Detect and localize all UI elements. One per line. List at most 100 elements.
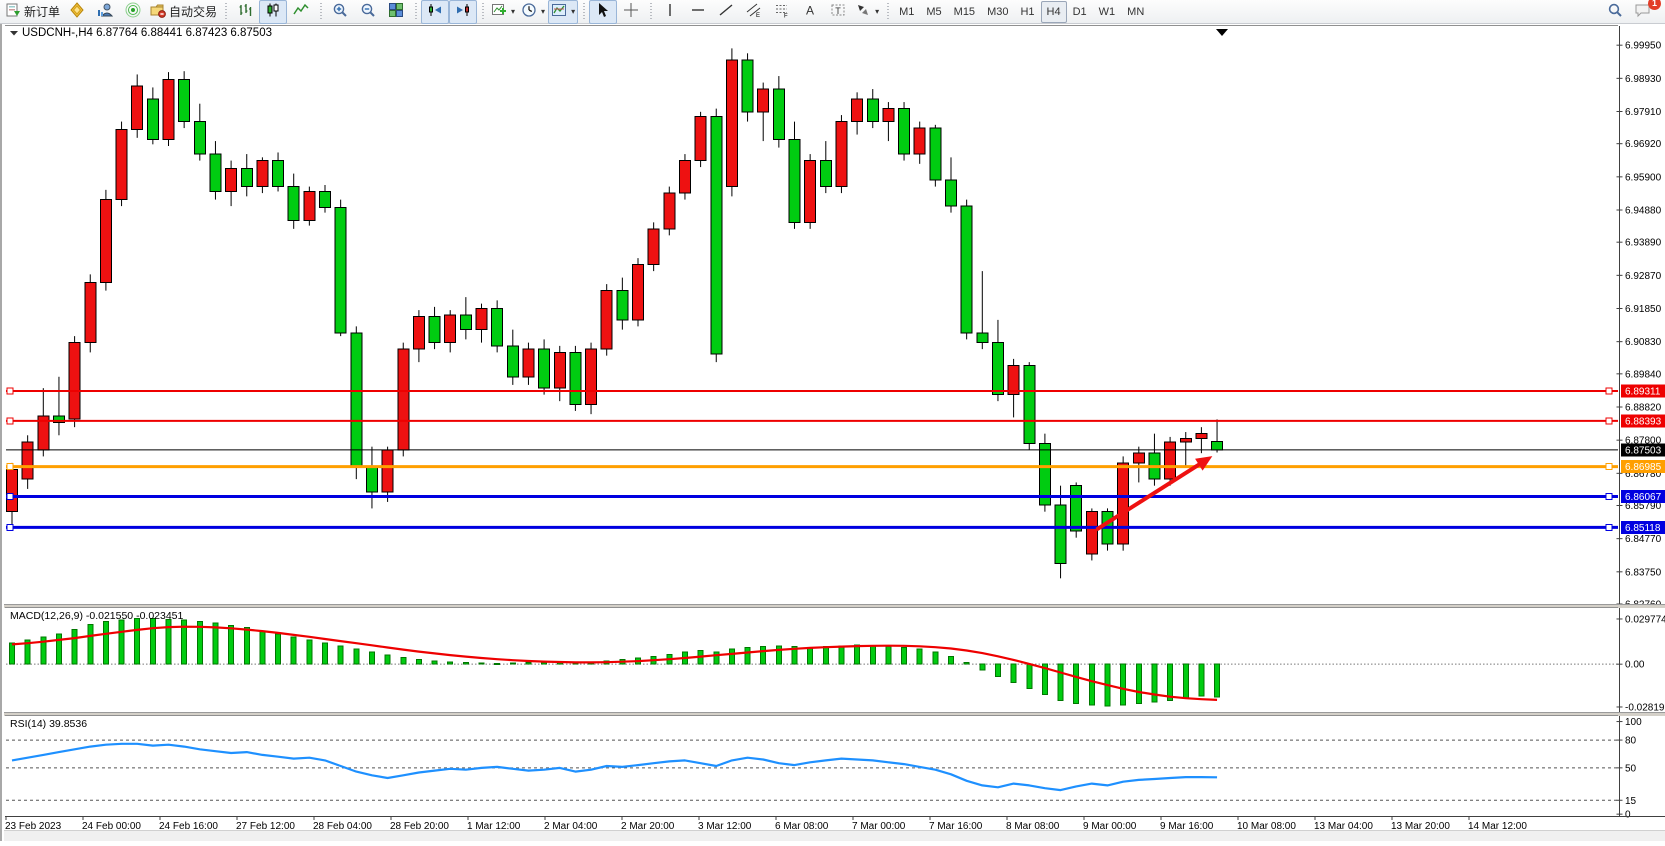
svg-text:6.86780: 6.86780 <box>1625 469 1662 480</box>
channel-tool-button[interactable]: E <box>740 0 768 24</box>
timeframe-d1-button[interactable]: D1 <box>1072 5 1087 18</box>
new-order-button[interactable]: 新订单 <box>2 0 63 24</box>
search-icon <box>1607 2 1623 21</box>
signal-button[interactable] <box>119 0 147 24</box>
new-chart-button[interactable]: ▾ <box>488 0 518 24</box>
candle <box>1195 427 1208 454</box>
candle <box>1038 433 1051 512</box>
horizontal-line-object[interactable] <box>6 492 1618 500</box>
candle <box>835 115 848 194</box>
svg-text:6.94880: 6.94880 <box>1625 205 1662 216</box>
candle <box>68 336 81 428</box>
candle <box>694 111 707 168</box>
candle <box>491 300 504 353</box>
candle <box>412 310 425 363</box>
candle <box>397 342 410 457</box>
line-chart-mode-button[interactable] <box>287 0 315 24</box>
horizontal-line-object[interactable] <box>6 523 1618 531</box>
candle <box>428 306 441 350</box>
svg-text:6.86067: 6.86067 <box>1625 492 1662 503</box>
svg-text:6.85118: 6.85118 <box>1625 523 1661 534</box>
timeframe-m5-button[interactable]: M5 <box>926 5 942 18</box>
svg-text:6.83750: 6.83750 <box>1625 567 1662 578</box>
horizontal-line-object[interactable] <box>6 387 1618 395</box>
arrows-tool-button[interactable]: ▾ <box>852 0 882 24</box>
candle <box>851 92 864 135</box>
dropdown-caret-icon: ▾ <box>511 7 516 16</box>
text-tool-button[interactable]: A <box>796 0 824 24</box>
timeframe-h4-button[interactable]: H4 <box>1040 0 1067 23</box>
candle <box>647 222 660 272</box>
macd-signal-line <box>11 625 1218 701</box>
timeframe-m15-button[interactable]: M15 <box>953 5 976 18</box>
sonar-icon <box>125 2 141 21</box>
new-order-label: 新订单 <box>24 5 61 19</box>
candle <box>913 121 926 164</box>
candle <box>84 274 97 353</box>
search-button[interactable] <box>1601 0 1629 24</box>
fibonacci-icon: F <box>774 2 790 21</box>
gold-seal-button[interactable] <box>63 0 91 24</box>
cursor-tool-button[interactable] <box>589 0 618 24</box>
zoom-out-button[interactable] <box>354 0 382 24</box>
svg-text:A: A <box>806 4 814 18</box>
chart-arrange-left-button[interactable] <box>421 0 450 24</box>
toolbar-grip <box>412 2 420 21</box>
timeframe-m1-button[interactable]: M1 <box>899 5 915 18</box>
zoom-in-button[interactable] <box>326 0 354 24</box>
candle <box>1070 482 1083 538</box>
candle <box>725 48 738 197</box>
candle <box>585 342 598 415</box>
trendline-icon <box>718 2 734 21</box>
cursor-arrow-icon <box>595 2 611 21</box>
svg-text:F: F <box>784 14 788 19</box>
timeframe-mn-button[interactable]: MN <box>1127 5 1145 18</box>
horizontal-line-object[interactable] <box>6 417 1618 425</box>
vertical-line-tool-button[interactable] <box>656 0 684 24</box>
auto-trading-button[interactable]: 自动交易 <box>147 0 220 24</box>
candlestick-mode-button[interactable] <box>259 0 288 24</box>
periods-button[interactable]: ▾ <box>518 0 548 24</box>
svg-text:6.97910: 6.97910 <box>1625 107 1662 118</box>
horizontal-line-object[interactable] <box>6 463 1618 471</box>
text-label-icon: T <box>830 2 846 21</box>
trend-arrow-object[interactable] <box>1095 456 1213 532</box>
fibonacci-tool-button[interactable]: F <box>768 0 796 24</box>
svg-text:6.84770: 6.84770 <box>1625 534 1662 545</box>
ohlc-bars-icon <box>237 2 253 21</box>
market-profile-button[interactable] <box>91 0 119 24</box>
svg-text:6.87503: 6.87503 <box>1625 445 1662 456</box>
svg-text:1 Mar 12:00: 1 Mar 12:00 <box>467 821 521 832</box>
svg-text:6.95900: 6.95900 <box>1625 172 1662 183</box>
chart-arrow-left-icon <box>427 2 443 21</box>
chart-profile-button[interactable]: ▾ <box>548 0 579 24</box>
horizontal-scrollbar[interactable] <box>4 830 1665 841</box>
dropdown-caret-icon: ▾ <box>541 7 546 16</box>
chart-window: 6.99950 6.98930 6.97910 6.96920 6.95900 6.948… <box>0 24 1665 841</box>
horizontal-line-tool-button[interactable] <box>684 0 712 24</box>
trendline-tool-button[interactable] <box>712 0 740 24</box>
chart-arrange-right-button[interactable] <box>449 0 478 24</box>
timeframe-w1-button[interactable]: W1 <box>1098 5 1116 18</box>
tile-windows-button[interactable] <box>382 0 410 24</box>
bar-chart-mode-button[interactable] <box>231 0 259 24</box>
timeframe-m30-button[interactable]: M30 <box>987 5 1009 18</box>
auto-trading-icon <box>150 2 166 21</box>
candle <box>350 326 363 480</box>
chart-shift-marker[interactable] <box>1216 29 1228 36</box>
rsi-label: RSI(14) 39.8536 <box>10 718 87 730</box>
axis-price-label: 6.86067 <box>1621 489 1665 503</box>
svg-text:24 Feb 00:00: 24 Feb 00:00 <box>82 821 141 832</box>
crosshair-tool-button[interactable] <box>617 0 645 24</box>
text-label-tool-button[interactable]: T <box>824 0 852 24</box>
candle <box>976 271 989 350</box>
candle <box>1054 485 1067 579</box>
candle <box>21 435 34 489</box>
candle <box>710 108 723 363</box>
svg-text:50: 50 <box>1625 763 1637 774</box>
axis-price-label: 6.89311 <box>1621 384 1665 398</box>
svg-text:6.89311: 6.89311 <box>1625 387 1661 398</box>
notifications-button[interactable]: 1 <box>1629 0 1661 24</box>
candle <box>209 141 222 200</box>
timeframe-h1-button[interactable]: H1 <box>1020 5 1035 18</box>
